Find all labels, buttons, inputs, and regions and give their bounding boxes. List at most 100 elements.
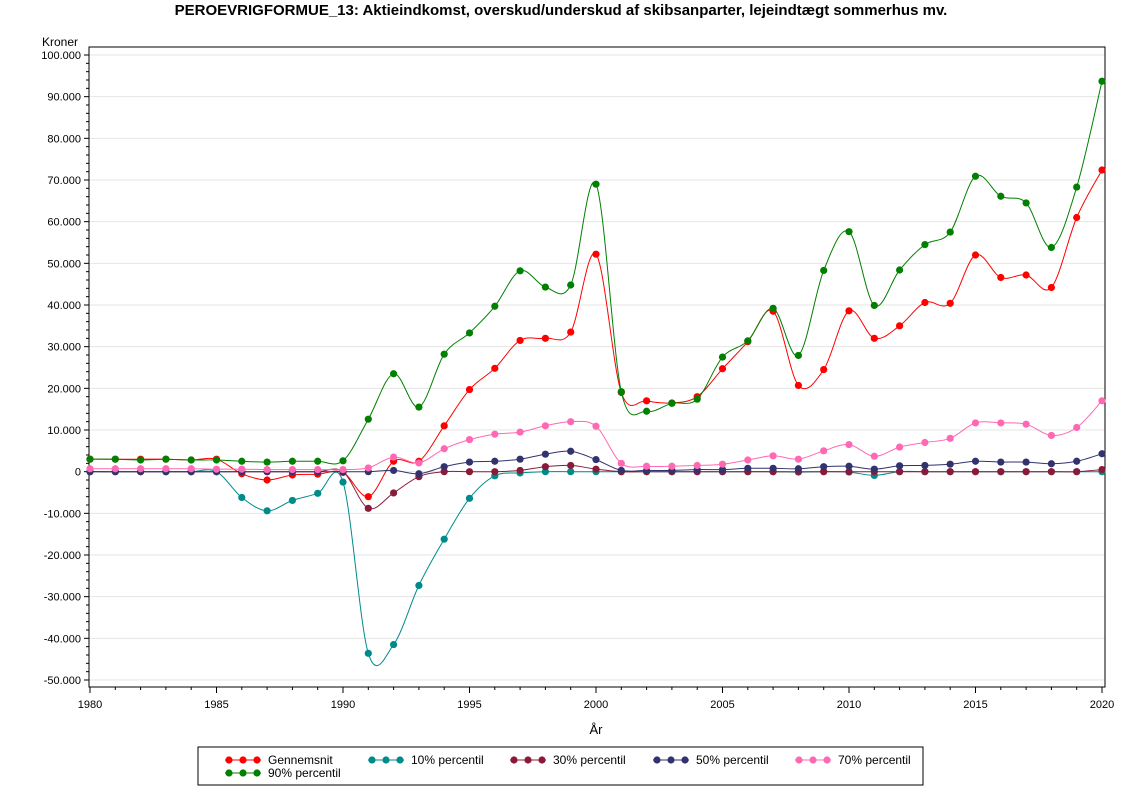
y-tick-label: 0: [75, 467, 81, 479]
y-tick-label: 70.000: [47, 175, 81, 187]
data-point: [744, 456, 752, 464]
data-point: [1098, 465, 1106, 474]
y-tick-label: -40.000: [44, 633, 81, 645]
x-tick-label: 2005: [710, 699, 734, 711]
y-tick-label: -10.000: [44, 508, 81, 520]
data-point: [921, 298, 929, 307]
data-point: [744, 337, 752, 345]
data-point: [541, 450, 550, 458]
data-point: [718, 465, 727, 474]
data-point: [794, 381, 803, 390]
data-point: [946, 460, 954, 468]
data-point: [288, 465, 296, 474]
data-point: [896, 468, 904, 476]
data-point: [415, 581, 423, 590]
data-point: [491, 457, 499, 465]
legend-marker: [823, 756, 831, 764]
grid-lines: [89, 54, 1105, 681]
data-point: [567, 447, 575, 455]
data-point: [971, 172, 980, 180]
data-point: [794, 351, 803, 360]
data-point: [1073, 423, 1081, 432]
data-point: [946, 299, 954, 307]
data-point: [1022, 420, 1030, 428]
data-point: [997, 458, 1005, 466]
data-point: [1022, 458, 1030, 466]
data-point: [1073, 457, 1081, 465]
legend-marker: [809, 756, 817, 764]
data-point: [541, 468, 550, 476]
data-point: [440, 445, 448, 453]
data-point: [845, 462, 853, 470]
data-point: [820, 463, 828, 471]
data-point: [794, 455, 803, 463]
data-point: [820, 266, 828, 275]
data-point: [162, 455, 170, 463]
data-point: [592, 422, 600, 430]
data-point: [870, 334, 878, 342]
data-point: [870, 301, 878, 310]
data-point: [339, 465, 347, 474]
data-point: [971, 468, 980, 476]
data-point: [718, 353, 727, 361]
legend-label: 30% percentil: [553, 753, 626, 767]
data-point: [415, 459, 423, 467]
data-point: [263, 507, 271, 515]
data-point: [1098, 397, 1106, 405]
data-point: [238, 465, 246, 473]
y-tick-label: 20.000: [47, 383, 81, 395]
data-point: [162, 465, 170, 473]
data-point: [1047, 431, 1055, 440]
data-point: [896, 462, 904, 470]
data-point: [364, 415, 372, 423]
y-axis-title: Kroner: [42, 35, 78, 49]
data-point: [465, 458, 474, 466]
data-point: [567, 418, 575, 426]
data-point: [718, 460, 727, 468]
data-point: [592, 465, 600, 473]
data-point: [415, 470, 423, 478]
legend-label: 10% percentil: [411, 753, 484, 767]
plot-frame: [88, 46, 1106, 688]
data-point: [820, 365, 828, 374]
data-point: [997, 192, 1005, 200]
legend-marker: [225, 756, 233, 764]
data-point: [845, 307, 853, 315]
y-tick-label: 80.000: [47, 133, 81, 145]
data-point: [643, 397, 651, 405]
legend-item: 30% percentil: [510, 753, 626, 767]
x-tick-label: 2000: [584, 699, 608, 711]
data-point: [567, 461, 575, 470]
data-point: [1047, 283, 1055, 292]
data-point: [769, 304, 777, 312]
data-point: [946, 434, 954, 442]
data-point: [137, 465, 145, 473]
data-point: [491, 468, 499, 476]
data-point: [364, 504, 372, 512]
data-point: [769, 464, 777, 472]
data-point: [516, 336, 524, 345]
data-point: [465, 494, 474, 502]
data-point: [516, 466, 524, 475]
data-point: [339, 478, 347, 486]
data-point: [617, 466, 625, 475]
data-point: [896, 443, 904, 451]
data-point: [794, 465, 803, 473]
data-point: [238, 457, 246, 465]
data-point: [693, 395, 701, 403]
legend-marker: [368, 756, 376, 764]
data-point: [187, 456, 195, 464]
y-tick-label: -20.000: [44, 550, 81, 562]
x-tick-label: 1985: [204, 699, 228, 711]
data-point: [592, 250, 600, 258]
series-line: [89, 169, 1103, 498]
legend: Gennemsnit 10% percentil 30% percentil 50% …: [197, 746, 924, 786]
data-point: [541, 334, 550, 342]
y-tick-label: 30.000: [47, 342, 81, 354]
data-point: [238, 493, 246, 502]
x-tick-label: 2010: [837, 699, 861, 711]
data-point: [1098, 166, 1106, 174]
data-point: [820, 447, 828, 455]
data-point: [390, 370, 398, 378]
